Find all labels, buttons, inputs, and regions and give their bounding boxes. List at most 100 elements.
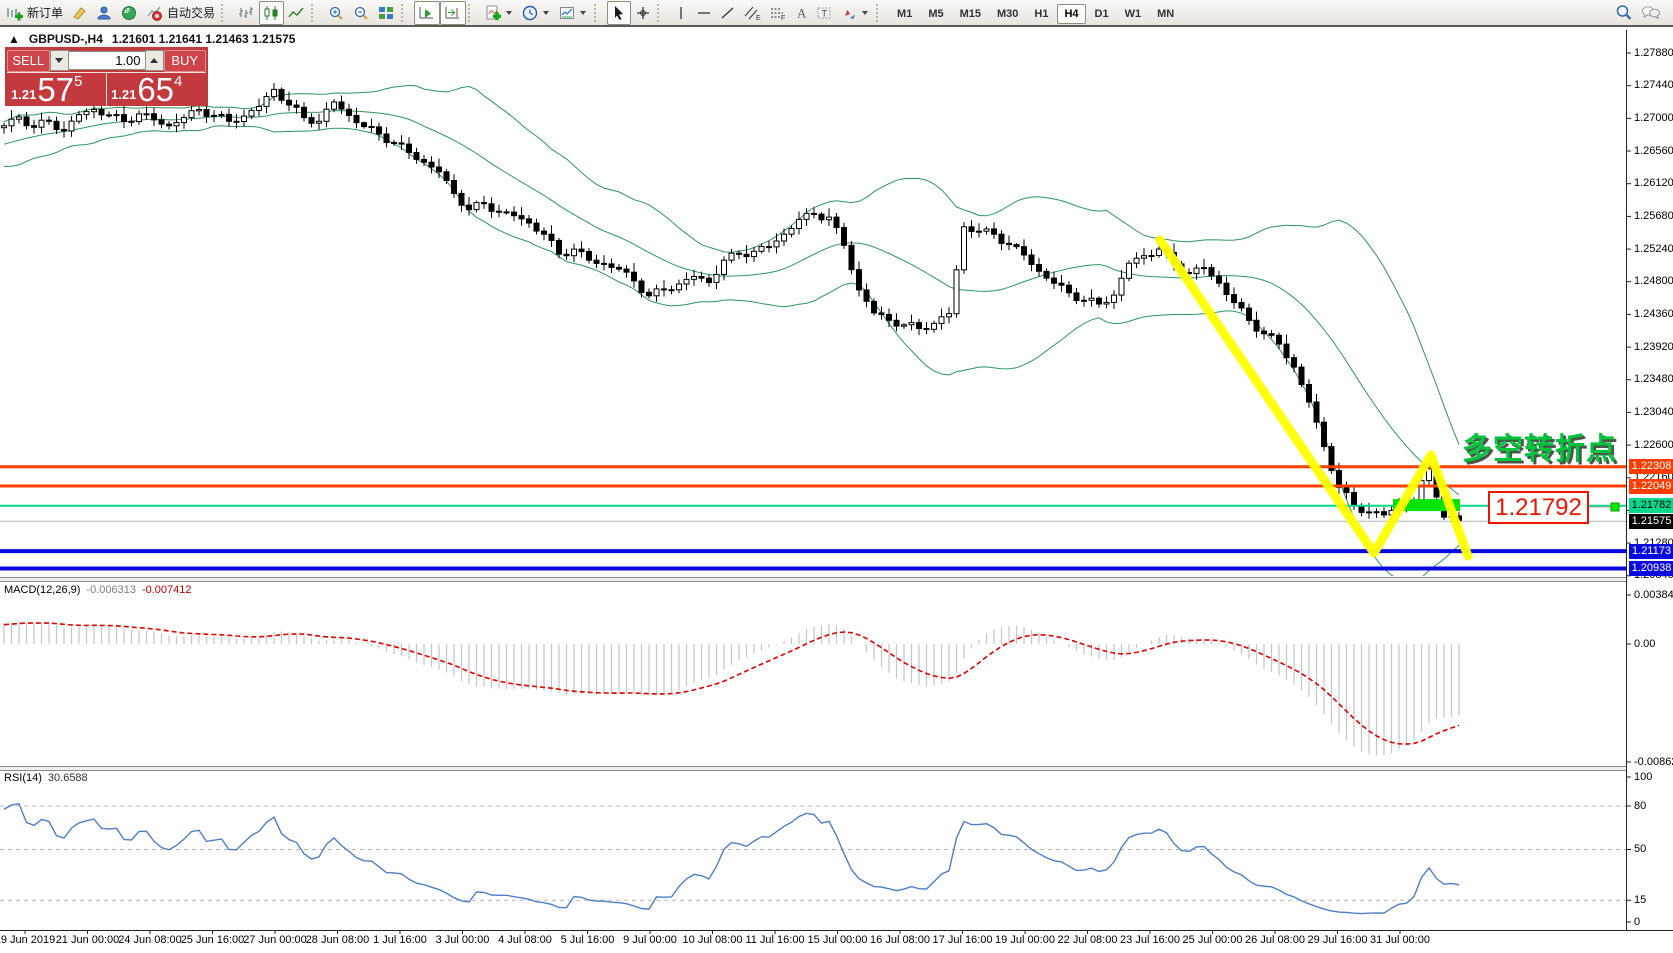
candle-body [893,319,900,327]
candle-body [218,113,225,116]
candle-body [83,111,90,116]
candlestick-chart-button[interactable] [259,0,285,25]
candle-body [661,288,667,291]
zoom-in-button[interactable] [324,1,349,25]
text-label-button[interactable]: T [812,1,837,25]
candle-body [1343,486,1350,494]
horizontal-line-button[interactable] [692,1,716,25]
candle-body [256,106,262,111]
candle-body [541,230,547,235]
timeframe-d1[interactable]: D1 [1094,7,1109,20]
collapse-arrow-icon[interactable]: ▲ [8,32,20,46]
templates-button[interactable] [555,1,592,25]
candle-body [428,161,435,168]
volume-decrease-button[interactable] [49,50,69,71]
candle-body [1088,297,1095,301]
main-pane [0,83,1626,576]
crosshair-button[interactable] [631,1,655,25]
candle-body [413,152,420,160]
candle-body [931,322,937,330]
candle-body [98,109,105,116]
candle-body [923,328,930,330]
fibonacci-button[interactable]: F [765,1,790,25]
rsi-value: 30.6588 [47,772,88,784]
macd-signal-value: -0.007412 [141,584,192,596]
profile-icon[interactable] [92,1,117,25]
autotrading-button[interactable]: 自动交易 [142,1,219,25]
candle-body [1073,292,1080,301]
indicators-button[interactable] [481,1,518,25]
signals-icon[interactable] [117,1,142,25]
zoom-out-button[interactable] [349,1,374,25]
vertical-line-button[interactable] [670,1,692,25]
buy-button[interactable]: BUY [163,49,206,72]
candle-body [1103,301,1110,305]
new-order-button[interactable]: 新订单 [2,1,67,25]
timeframe-h4[interactable]: H4 [1057,3,1086,24]
candle-body [121,114,127,122]
candle-body [308,117,315,124]
search-icon[interactable] [1611,1,1637,25]
volume-input[interactable] [68,51,145,70]
candle-body [1193,267,1200,275]
text-button[interactable]: A [790,1,812,25]
sell-price[interactable]: 1.21 57 5 [11,71,83,108]
arrows-button[interactable] [837,1,874,25]
timeframe-m30[interactable]: M30 [997,7,1019,20]
timeframe-h1[interactable]: H1 [1034,7,1049,20]
timeframe-m1[interactable]: M1 [897,7,913,20]
candle-body [826,216,832,221]
candle-body [976,230,982,233]
candle-body [391,142,397,144]
timeframe-w1[interactable]: W1 [1124,7,1142,20]
candle-body [271,88,277,98]
candle-body [443,171,450,182]
candle-body [248,109,255,117]
timeframe-mn[interactable]: MN [1157,7,1175,20]
candle-body [721,259,727,275]
auto-scroll-button[interactable] [414,0,441,25]
candle-body [496,210,502,213]
trendline-button[interactable] [716,1,740,25]
chart-shift-button[interactable] [440,0,467,25]
symbol-bar: ▲ GBPUSD-,H4 1.21601 1.21641 1.21463 1.2… [8,32,295,46]
candle-body [406,143,412,154]
timeframe-m15[interactable]: M15 [959,7,981,20]
dropdown-arrow-icon [543,10,550,15]
equidistant-channel-button[interactable]: E [740,1,765,25]
candle-body [1313,401,1320,423]
buy-price[interactable]: 1.21 65 4 [111,71,183,108]
candle-body [16,116,22,120]
candle-body [1373,511,1380,514]
line-chart-button[interactable] [284,1,309,25]
candle-body [481,202,487,205]
candle-body [226,113,232,122]
candle-body [1231,294,1237,304]
periods-button[interactable] [518,1,555,25]
candle-body [53,120,60,131]
macd-label: MACD(12,26,9) -0.006313 -0.007412 [4,584,192,596]
candle-body [653,288,660,297]
dropdown-arrow-icon [862,10,869,15]
candle-body [631,271,637,282]
candle-body [1276,334,1282,345]
sell-button[interactable]: SELL [7,49,50,72]
timeframe-m5[interactable]: M5 [928,7,944,20]
cursor-button[interactable] [607,0,632,25]
tile-windows-button[interactable] [374,1,399,25]
candle-body [938,316,945,324]
volume-increase-button[interactable] [144,50,164,71]
dropdown-arrow-icon [580,10,587,15]
bar-chart-button[interactable] [234,1,259,25]
new-order-label: 新订单 [27,6,64,20]
marker-icon[interactable] [67,1,92,25]
candle-body [563,253,570,257]
toolbar-grip [657,3,666,22]
candle-body [683,278,690,285]
candle-body [713,273,720,283]
price-box-annotation[interactable]: 1.21792 [1488,491,1589,524]
chat-icon[interactable] [1637,1,1665,25]
candle-body [953,269,960,315]
candle-body [1133,257,1140,264]
